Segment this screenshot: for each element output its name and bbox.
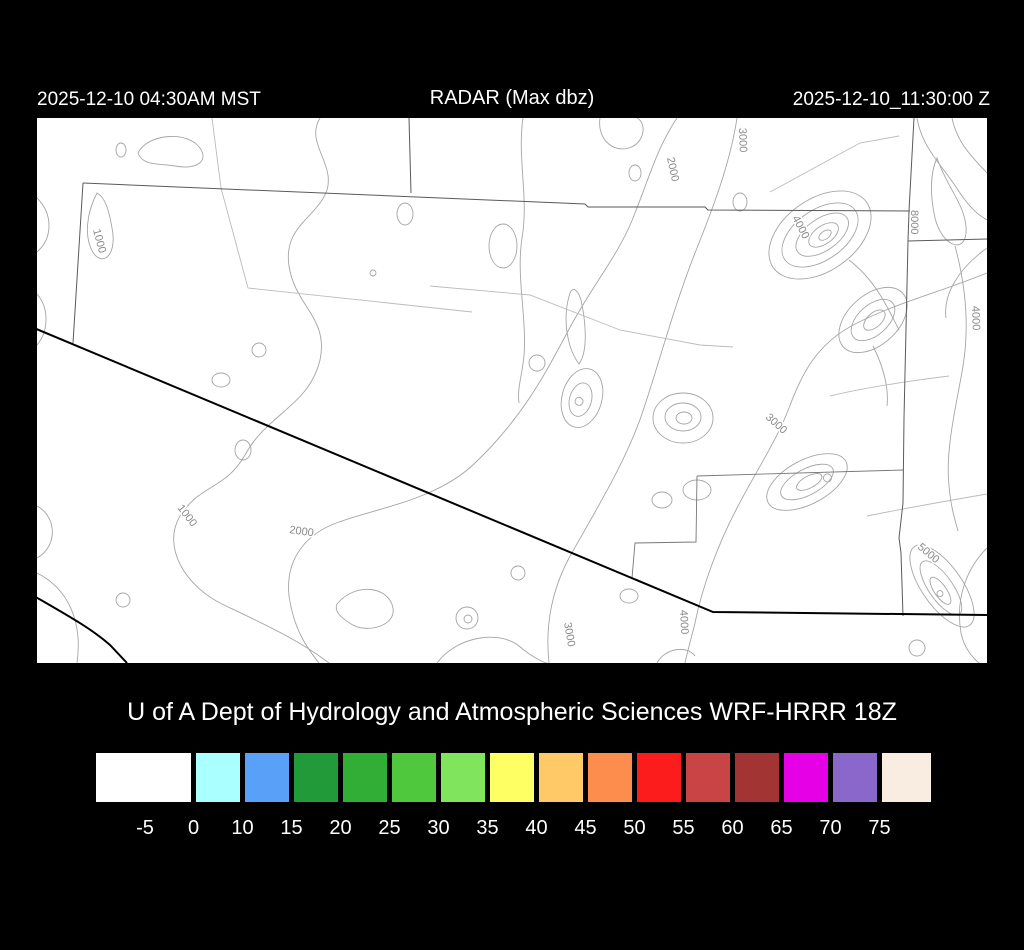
map-canvas: 1000 1000 2000 2000 3000 3000 3000 4000 … [37,118,987,663]
local-timestamp: 2025-12-10 04:30AM MST [37,89,261,110]
colorbar-tick-label: 40 [525,817,548,839]
colorbar-segment [637,753,681,802]
colorbar-tick-label: 70 [819,817,842,839]
contour-label: 5000 [915,541,941,566]
county-lines-dark [631,469,904,579]
colorbar-segment [539,753,583,802]
colorbar-tick-label: 45 [574,817,597,839]
colorbar-segment [588,753,632,802]
contour-label: 3000 [561,621,577,647]
colorbar-tick-label: 35 [476,817,499,839]
attribution-caption: U of A Dept of Hydrology and Atmospheric… [127,698,897,726]
colorbar-tick-label: 20 [329,817,352,839]
contour-label: 3000 [763,411,789,436]
contour-label: 4000 [969,306,982,331]
colorbar-segment [196,753,240,802]
colorbar-tick-label: 60 [721,817,744,839]
colorbar-segment [882,753,931,802]
contour-label: 1000 [90,228,108,255]
colorbar-tick-label: 75 [868,817,891,839]
colorbar-segment [784,753,828,802]
colorbar-segment [490,753,534,802]
colorbar-tick-label: 10 [231,817,254,839]
contour-label: 2000 [664,156,681,182]
colorbar-segment [245,753,289,802]
contour-label: 4000 [677,610,690,635]
colorbar-segment [343,753,387,802]
colorbar-tick-label: -5 [136,817,154,839]
colorbar-segment [833,753,877,802]
colorbar-tick-label: 50 [623,817,646,839]
county-lines-light [211,118,987,517]
colorbar-labels: -5 0 10 15 20 25 30 35 40 45 50 55 60 65 70 75 [96,817,956,841]
contour-label: 1000 [175,502,200,529]
colorbar-segment [392,753,436,802]
colorbar-segment [96,753,191,802]
colorbar-segment [735,753,779,802]
colorbar-tick-label: 55 [672,817,695,839]
colorbar-segment [294,753,338,802]
elevation-contours [37,118,987,663]
colorbar-segment [686,753,730,802]
colorbar-tick-label: 65 [770,817,793,839]
contour-label: 8000 [908,210,920,234]
terrain-map: 1000 1000 2000 2000 3000 3000 3000 4000 … [37,118,987,663]
colorbar [96,753,931,802]
page-title: RADAR (Max dbz) [429,87,595,109]
contour-label: 2000 [289,524,315,539]
state-borders [72,118,987,617]
contour-label: 3000 [736,128,749,153]
international-borders [37,328,987,663]
colorbar-tick-label: 25 [378,817,401,839]
colorbar-segment [441,753,485,802]
colorbar-tick-label: 0 [187,817,200,839]
utc-timestamp: 2025-12-10_11:30:00 Z [792,89,990,110]
contour-label: 4000 [789,214,811,241]
colorbar-tick-label: 15 [280,817,303,839]
colorbar-tick-label: 30 [427,817,450,839]
